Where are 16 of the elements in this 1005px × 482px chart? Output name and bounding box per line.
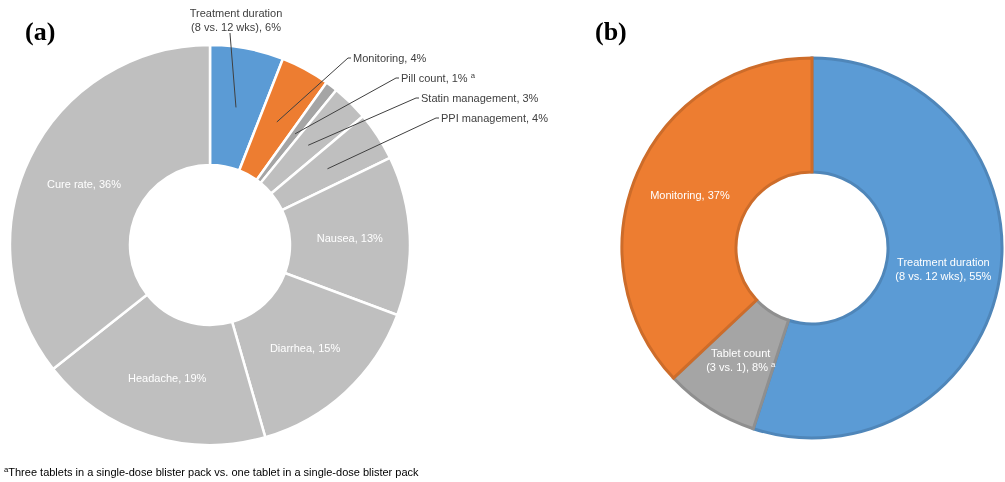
slice-label: PPI management, 4% [441, 112, 549, 124]
slice-label: Treatment duration (8 vs. 12 wks), 55% [895, 255, 992, 282]
slice-label: Monitoring, 4% [353, 52, 427, 64]
slice-label: Tablet count (3 vs. 1), 8% $^{a}$ [706, 347, 776, 374]
donut-slice [620, 56, 814, 380]
slice-label: Headache, 19% [128, 372, 207, 385]
slice-label: Statin management, 3% [421, 92, 539, 104]
slice-label: Nausea, 13% [316, 232, 384, 245]
slice-label: Cure rate, 36% [47, 177, 122, 190]
slice-label: Diarrhea, 15% [269, 341, 341, 354]
slice-label: Pill count, 1% $^{a}$ [401, 70, 476, 84]
chart-title: (b) [595, 17, 627, 46]
slice-label: Monitoring, 37% [650, 189, 730, 202]
text: $^{a}$Three tablets in a single-dose blister pack vs. one tablet in a single-dose blister pack [4, 464, 420, 478]
chart-title: (a) [25, 17, 56, 46]
slice-label: Treatment duration (8 vs. 12 wks), 6% [189, 7, 283, 33]
